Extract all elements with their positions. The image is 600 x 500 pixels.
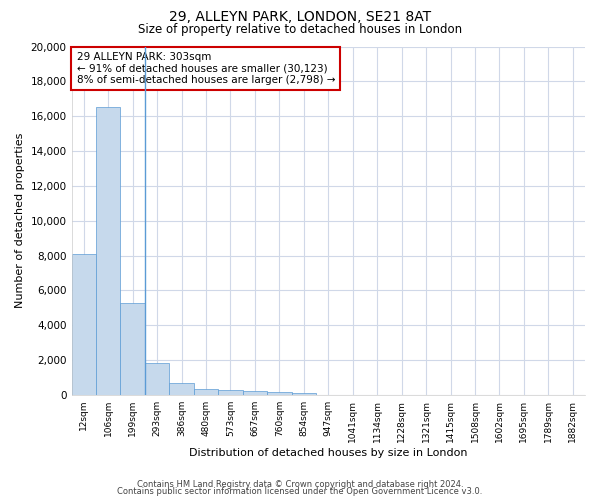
Text: Contains HM Land Registry data © Crown copyright and database right 2024.: Contains HM Land Registry data © Crown c…: [137, 480, 463, 489]
Text: 29 ALLEYN PARK: 303sqm
← 91% of detached houses are smaller (30,123)
8% of semi-: 29 ALLEYN PARK: 303sqm ← 91% of detached…: [77, 52, 335, 85]
Bar: [169, 383, 194, 395]
Bar: [145, 362, 169, 395]
Bar: [292, 392, 316, 395]
Text: 29, ALLEYN PARK, LONDON, SE21 8AT: 29, ALLEYN PARK, LONDON, SE21 8AT: [169, 10, 431, 24]
Bar: [267, 392, 292, 395]
Bar: [194, 389, 218, 395]
Bar: [71, 254, 96, 395]
Bar: [121, 302, 145, 395]
Text: Size of property relative to detached houses in London: Size of property relative to detached ho…: [138, 22, 462, 36]
Text: Contains public sector information licensed under the Open Government Licence v3: Contains public sector information licen…: [118, 487, 482, 496]
Bar: [242, 391, 267, 395]
Y-axis label: Number of detached properties: Number of detached properties: [15, 133, 25, 308]
Bar: [96, 108, 121, 395]
Bar: [218, 390, 242, 395]
X-axis label: Distribution of detached houses by size in London: Distribution of detached houses by size …: [189, 448, 467, 458]
